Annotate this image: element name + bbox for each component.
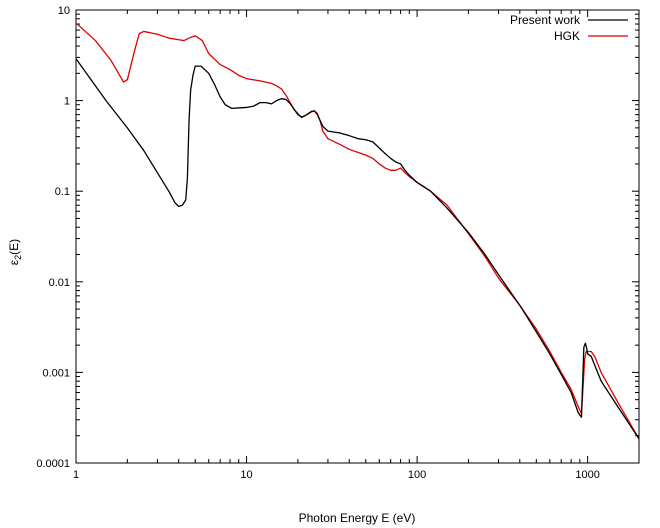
- y-axis-label-tail: (E): [7, 239, 21, 255]
- series-layer: [75, 22, 640, 440]
- y-tick-label: 10: [58, 5, 70, 17]
- x-axis-label: Photon Energy E (eV): [299, 511, 416, 525]
- legend-label-hgk: HGK: [554, 29, 580, 43]
- plot-frame: [75, 9, 640, 464]
- legend-label-present-work: Present work: [510, 13, 581, 27]
- x-tick-label: 1: [73, 469, 79, 481]
- y-tick-label: 0.001: [42, 367, 70, 379]
- x-tick-label: 100: [408, 469, 426, 481]
- y-tick-label: 0.01: [49, 277, 70, 289]
- legend: Present work HGK: [510, 13, 628, 43]
- y-tick-label: 0.0001: [36, 458, 70, 470]
- y-tick-label: 0.1: [55, 186, 70, 198]
- y-axis-label-main: ε: [7, 259, 21, 265]
- y-axis-label-sub: 2: [13, 255, 23, 260]
- ticks-layer: 1 10 100 1000 0.0001 0.001 0.01 0.1 1 10: [36, 5, 640, 481]
- y-axis-label: ε2(E): [7, 239, 23, 265]
- y-tick-label: 1: [64, 96, 70, 108]
- x-tick-label: 1000: [575, 469, 599, 481]
- series-line-present-work: [75, 58, 640, 440]
- x-tick-label: 10: [240, 469, 252, 481]
- series-line-hgk: [75, 22, 640, 440]
